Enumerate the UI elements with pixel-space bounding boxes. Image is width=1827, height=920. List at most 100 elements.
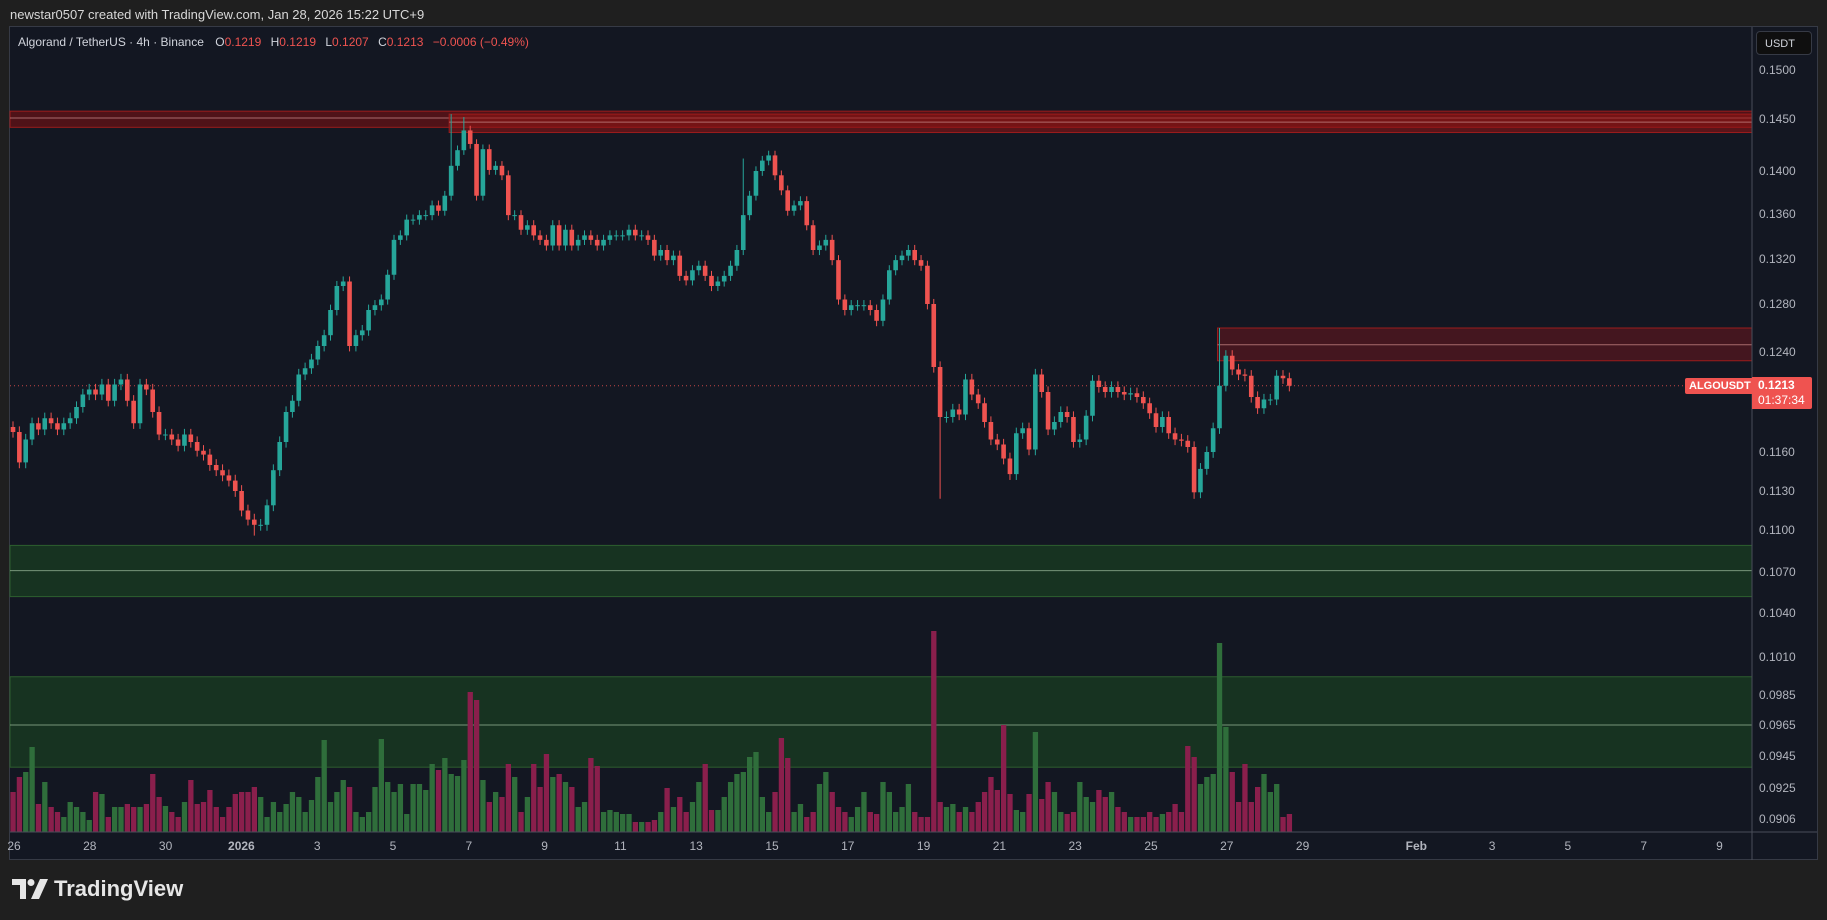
volume-bar (1191, 757, 1197, 832)
volume-bar (524, 797, 531, 832)
candle-body (201, 450, 206, 455)
volume-bar (835, 807, 842, 832)
candle-body (1007, 458, 1013, 475)
volume-bar (118, 807, 124, 832)
volume-bar (315, 777, 321, 832)
candle-body (385, 274, 390, 300)
time-tick-label: 28 (83, 839, 97, 853)
volume-bar (607, 810, 613, 832)
volume-bar (35, 804, 42, 832)
volume-bar (816, 784, 823, 832)
volume-bar (740, 772, 746, 832)
volume-bar (308, 800, 315, 832)
volume-bar (702, 764, 708, 832)
time-tick-label: 19 (916, 839, 931, 853)
candle-body (518, 215, 524, 230)
candle-body (131, 400, 136, 424)
candle-body (1198, 468, 1203, 493)
volume-bar (486, 802, 492, 832)
tradingview-logo[interactable]: TradingView (12, 876, 183, 902)
volume-bar (1121, 812, 1127, 832)
volume-bar (620, 814, 626, 832)
candle-body (1045, 392, 1051, 430)
time-tick-label: 3 (1488, 839, 1496, 853)
candle-body (347, 281, 352, 346)
legend-symbol[interactable]: Algorand / TetherUS · 4h · Binance (18, 35, 204, 49)
volume-bar (321, 740, 327, 832)
volume-bar (969, 812, 975, 832)
price-tick-label: 0.0906 (1759, 812, 1796, 826)
candle-body (188, 434, 194, 442)
volume-bar (670, 807, 677, 832)
candle-body (683, 275, 689, 281)
time-tick-label: 2026 (228, 839, 255, 853)
candle-body (525, 225, 530, 230)
volume-bar (1147, 812, 1153, 832)
candle-body (290, 400, 295, 412)
volume-bar (137, 807, 143, 832)
volume-bar (562, 782, 569, 832)
candle-body (29, 423, 35, 440)
volume-bar (461, 760, 467, 832)
volume-bar (651, 820, 658, 832)
candle-body (404, 219, 409, 236)
volume-bar (581, 802, 588, 832)
volume-bar (569, 787, 575, 832)
volume-bar (92, 792, 99, 832)
time-tick-label: 26 (7, 839, 21, 853)
volume-bar (1153, 817, 1159, 832)
candle-body (398, 235, 403, 240)
candle-body (588, 235, 594, 240)
price-tick-label: 0.1070 (1759, 565, 1796, 579)
currency-button[interactable]: USDT (1756, 31, 1812, 55)
volume-bar (550, 777, 556, 832)
volume-bar (512, 777, 518, 832)
volume-bar (759, 797, 765, 832)
candle-body (963, 379, 968, 415)
volume-bar (131, 807, 137, 832)
candle-body (156, 412, 162, 435)
candle-body (112, 384, 117, 401)
candle-body (982, 403, 987, 422)
candle-body (664, 250, 670, 261)
candle-body (23, 439, 28, 463)
volume-bar (1020, 812, 1026, 832)
candle-body (766, 155, 771, 161)
volume-bar (207, 790, 213, 832)
candle-body (861, 305, 867, 307)
volume-bar (1115, 807, 1121, 832)
candle-body (429, 205, 435, 216)
volume-bar (270, 802, 277, 832)
volume-bar (1007, 794, 1013, 832)
volume-bar (753, 752, 759, 832)
candle-body (531, 225, 536, 236)
volume-bar (721, 797, 727, 832)
volume-bar (905, 784, 912, 832)
price-tick-label: 0.1130 (1759, 484, 1795, 498)
volume-bar (797, 804, 804, 832)
candle-body (1210, 428, 1216, 452)
candle-body (1236, 369, 1241, 375)
volume-bar (988, 777, 994, 832)
candle-body (207, 454, 213, 465)
volume-bar (1286, 814, 1293, 832)
volume-bar (1210, 774, 1216, 832)
volume-bar (804, 817, 810, 832)
volume-bar (1280, 817, 1286, 832)
volume-bar (80, 812, 86, 832)
candle-body (74, 407, 79, 419)
candle-body (1109, 387, 1114, 392)
candle-body (226, 475, 232, 481)
time-tick-label: 13 (689, 839, 703, 853)
candle-body (493, 165, 498, 170)
time-tick-label: 23 (1068, 839, 1082, 853)
volume-bar (880, 782, 886, 832)
volume-bar (143, 804, 150, 832)
candle-body (906, 250, 911, 256)
time-tick-label: 5 (389, 839, 397, 853)
candle-body (220, 470, 225, 476)
volume-bar (632, 822, 638, 832)
candle-body (36, 423, 41, 430)
